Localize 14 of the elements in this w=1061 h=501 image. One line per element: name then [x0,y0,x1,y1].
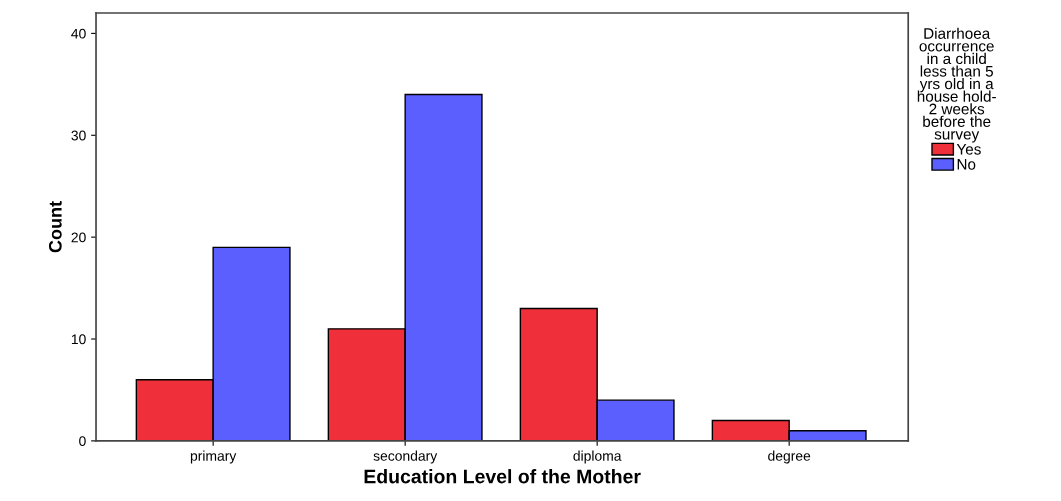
x-tick-label: diploma [573,450,622,464]
y-tick-label: 0 [79,436,86,447]
y-tick-label: 20 [71,232,86,243]
x-tick-label: secondary [373,450,438,464]
y-tick-label: 40 [71,28,86,39]
y-tick-label: 10 [71,334,86,345]
legend-label: No [957,159,976,170]
y-axis-title: Count [48,201,62,253]
y-tick-label: 30 [71,130,86,141]
text: Diarrhoea occurrence in a child less than 5 yrs old in a house hold- 2 weeks before the survey [917,27,996,143]
x-tick-label: primary [190,450,237,464]
legend-label: Yes [956,143,981,155]
x-tick-label: degree [768,450,811,464]
x-axis-title: Education Level of the Mother [364,469,641,484]
